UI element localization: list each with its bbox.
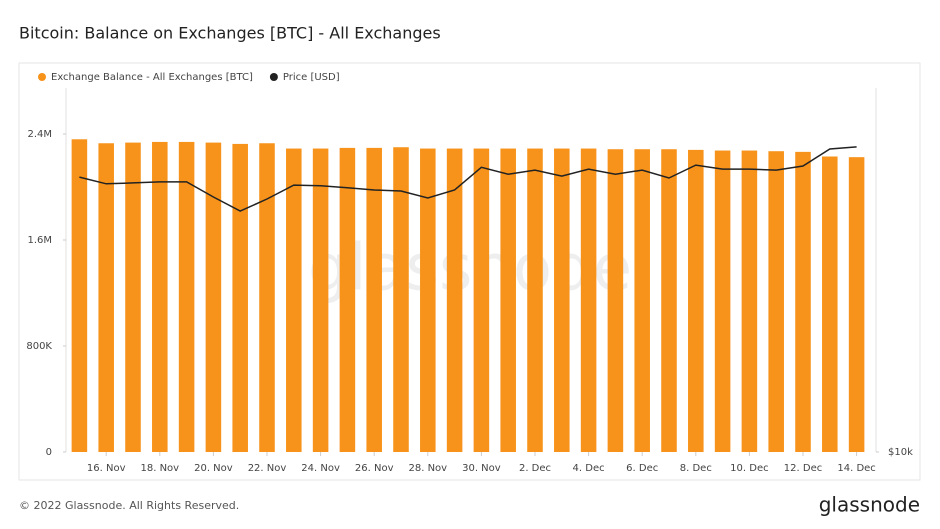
x-tick-label: 22. Nov: [248, 463, 287, 474]
x-tick-label: 26. Nov: [355, 463, 394, 474]
bar: [500, 148, 516, 452]
bar: [232, 143, 248, 452]
x-tick-label: 10. Dec: [730, 463, 768, 474]
bar: [286, 148, 302, 452]
bar: [741, 150, 758, 452]
bar: [527, 148, 543, 452]
x-tick-label: 18. Nov: [140, 463, 179, 474]
x-tick-label: 24. Nov: [301, 463, 340, 474]
price-line: [79, 146, 857, 212]
x-tick-label: 2. Dec: [519, 463, 551, 474]
bar: [393, 147, 409, 453]
bar: [607, 149, 624, 452]
bar: [205, 142, 222, 452]
x-tick-label: 12. Dec: [784, 463, 822, 474]
brand: glassnode: [819, 493, 920, 517]
x-tick-label: 20. Nov: [194, 463, 233, 474]
bar: [768, 151, 784, 452]
bar: [688, 149, 704, 452]
bar: [795, 151, 811, 452]
bar: [312, 148, 329, 452]
footer: © 2022 Glassnode. All Rights Reserved.: [19, 499, 239, 512]
bar: [554, 148, 570, 452]
legend-label: Price [USD]: [283, 72, 340, 83]
y2-tick-label: $10k: [888, 447, 913, 458]
legend-marker: [269, 73, 278, 81]
y-tick-label: 1.6M: [27, 235, 52, 246]
legend-label: Exchange Balance - All Exchanges [BTC]: [51, 72, 253, 83]
y-tick-label: 2.4M: [27, 129, 52, 140]
watermark: glassnode: [308, 232, 632, 306]
x-tick-label: 16. Nov: [87, 463, 126, 474]
bar: [580, 148, 597, 452]
bar: [822, 156, 838, 453]
bar: [98, 143, 114, 452]
legend-marker: [38, 73, 46, 81]
bar: [125, 142, 141, 452]
bar: [661, 149, 677, 452]
bar: [71, 139, 88, 452]
y-tick-label: 800K: [26, 341, 52, 352]
x-tick-label: 8. Dec: [680, 463, 712, 474]
bar: [848, 157, 865, 452]
x-tick-label: 30. Nov: [462, 463, 501, 474]
x-tick-label: 28. Nov: [408, 463, 447, 474]
bar: [714, 150, 731, 452]
bar: [366, 147, 382, 452]
bar: [178, 141, 195, 452]
x-tick-label: 4. Dec: [573, 463, 605, 474]
bar: [473, 148, 490, 452]
bar: [152, 141, 168, 452]
x-tick-label: 14. Dec: [837, 463, 875, 474]
bar: [634, 149, 650, 452]
bar: [446, 148, 463, 452]
bar: [259, 143, 275, 452]
x-tick-label: 6. Dec: [626, 463, 658, 474]
chart-frame: [18, 62, 921, 481]
y-tick-label: 0: [46, 447, 52, 458]
chart-title: Bitcoin: Balance on Exchanges [BTC] - Al…: [19, 24, 441, 43]
bar: [339, 147, 356, 452]
bar: [420, 148, 436, 452]
